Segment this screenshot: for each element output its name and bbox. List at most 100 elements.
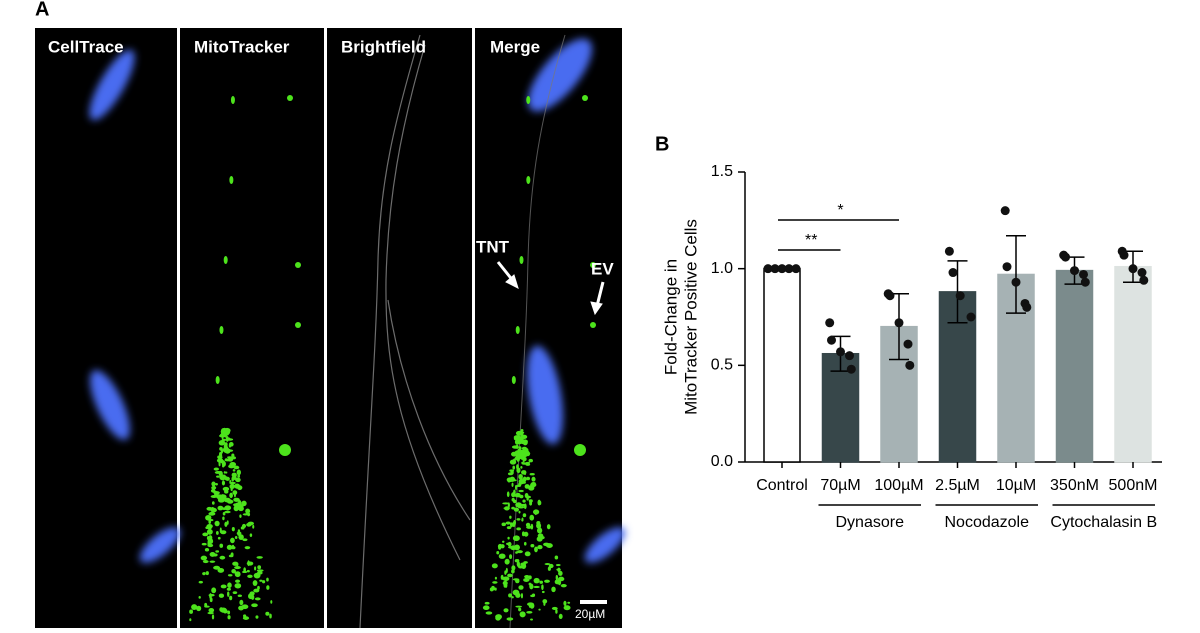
mito-dot — [506, 617, 514, 621]
mito-dot — [529, 473, 535, 476]
mito-dot — [529, 500, 533, 506]
mito-dot — [216, 475, 220, 478]
mito-dot — [254, 597, 261, 601]
bar — [1055, 269, 1094, 463]
mito-dot — [204, 605, 210, 608]
error-bar — [947, 260, 968, 324]
mito-dot — [519, 431, 525, 434]
mito-dot — [511, 565, 516, 571]
y-tick-label: 0.5 — [711, 357, 733, 374]
mito-dot — [257, 565, 262, 570]
data-point — [784, 264, 794, 274]
mito-dot — [215, 530, 219, 535]
mito-dot — [538, 608, 541, 611]
mito-dot — [255, 615, 259, 619]
mito-dot — [245, 605, 248, 608]
mito-dot — [556, 568, 561, 571]
mito-dot — [516, 550, 523, 554]
mito-dot — [509, 469, 515, 472]
mito-dot — [270, 600, 273, 604]
mito-dot — [191, 604, 198, 610]
mito-dot — [496, 551, 500, 555]
mito-dot — [534, 509, 538, 516]
mito-dot — [555, 563, 561, 567]
mito-dot — [531, 476, 536, 482]
mito-dot — [525, 476, 531, 481]
arrow-label: TNT — [476, 237, 510, 256]
divider — [177, 28, 180, 628]
mito-dot — [544, 579, 550, 583]
mito-dot — [513, 519, 516, 526]
data-point — [1139, 275, 1149, 285]
mito-dot — [213, 565, 221, 570]
mito-dot — [207, 611, 214, 615]
mito-dot — [243, 567, 246, 573]
mito-dot — [257, 571, 263, 575]
mito-dot — [524, 551, 531, 557]
mito-dot — [237, 474, 241, 478]
mito-dot — [512, 535, 520, 542]
data-point — [836, 347, 845, 357]
mito-dot — [590, 262, 596, 268]
mito-dot — [506, 526, 512, 530]
mito-dot — [541, 590, 545, 594]
mito-dot — [223, 497, 231, 503]
mito-dot — [513, 507, 520, 512]
channel-label: MitoTracker — [194, 37, 290, 56]
mito-dot — [227, 574, 233, 577]
mito-dot — [210, 488, 216, 493]
mito-dot — [211, 507, 215, 510]
channel-label: CellTrace — [48, 37, 124, 56]
mito-dot — [208, 519, 212, 525]
data-point — [903, 339, 913, 349]
mito-dot — [505, 567, 508, 574]
mito-dot — [554, 555, 559, 560]
mito-dot — [518, 585, 524, 590]
group-label: Dynasore — [836, 514, 905, 531]
channel-label: Brightfield — [341, 37, 426, 56]
mito-dot — [219, 607, 224, 612]
mito-dot — [242, 538, 248, 542]
x-tick-label: 10µM — [996, 477, 1036, 494]
mito-dot — [247, 574, 253, 579]
mito-dot — [507, 536, 510, 540]
mito-dot — [204, 548, 210, 552]
mito-dot — [217, 536, 221, 540]
mito-dot — [537, 545, 543, 550]
mito-dot — [516, 467, 521, 474]
mito-dot — [514, 559, 520, 563]
mito-dot — [515, 326, 520, 334]
mito-dot — [502, 580, 508, 586]
mito-dot — [219, 434, 226, 438]
mito-dot — [205, 571, 209, 576]
mito-dot — [555, 574, 559, 581]
mito-dot — [520, 454, 526, 459]
bar — [763, 267, 801, 463]
mito-dot — [198, 580, 203, 584]
mito-dot — [558, 613, 563, 620]
mito-dot — [541, 584, 544, 591]
mito-dot — [515, 502, 522, 508]
mito-dot — [231, 453, 235, 458]
mito-dot — [555, 608, 558, 614]
mito-dot — [218, 461, 221, 467]
mito-dot — [207, 524, 213, 530]
mito-dot — [501, 522, 507, 527]
mito-dot — [222, 486, 230, 492]
mito-dot — [590, 322, 596, 328]
mito-dot — [536, 527, 543, 534]
mito-dot — [521, 470, 527, 475]
mito-dot — [218, 593, 225, 598]
mito-dot — [256, 556, 263, 559]
mito-dot — [521, 434, 528, 440]
mito-dot — [544, 563, 551, 566]
mito-dot — [252, 580, 258, 586]
mito-dot — [215, 550, 220, 553]
mito-dot — [512, 465, 516, 470]
mito-dot — [503, 608, 509, 613]
mito-dot — [521, 531, 525, 537]
mito-dot — [215, 376, 220, 384]
data-point — [955, 291, 965, 301]
mito-dot — [287, 95, 293, 101]
mito-dot — [527, 602, 534, 607]
